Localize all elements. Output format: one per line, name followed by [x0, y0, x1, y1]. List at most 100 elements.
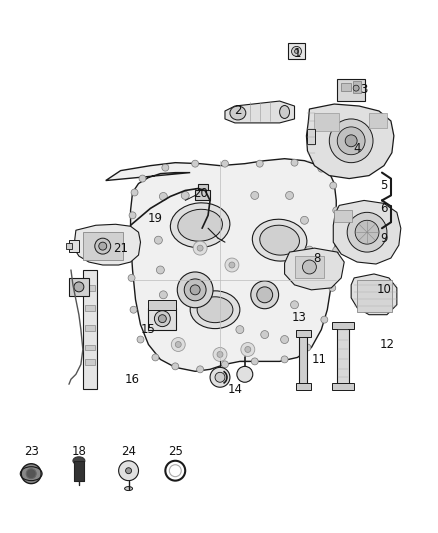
Circle shape — [281, 336, 289, 343]
Circle shape — [321, 316, 328, 323]
Bar — [296, 329, 311, 336]
Polygon shape — [333, 200, 401, 264]
Circle shape — [213, 348, 227, 361]
Circle shape — [355, 220, 379, 244]
Circle shape — [215, 373, 225, 382]
Circle shape — [330, 182, 337, 189]
Text: 15: 15 — [141, 323, 156, 336]
Circle shape — [197, 245, 203, 251]
Circle shape — [251, 281, 279, 309]
Circle shape — [304, 344, 311, 351]
Circle shape — [190, 285, 200, 295]
Text: 10: 10 — [377, 284, 392, 296]
Text: 9: 9 — [380, 232, 388, 245]
Text: 21: 21 — [113, 241, 128, 255]
Text: 3: 3 — [360, 83, 368, 95]
Circle shape — [159, 192, 167, 200]
Bar — [296, 383, 311, 390]
Ellipse shape — [190, 291, 240, 329]
Circle shape — [251, 358, 258, 365]
Circle shape — [257, 287, 273, 303]
Circle shape — [222, 361, 229, 368]
Polygon shape — [351, 274, 397, 314]
Bar — [332, 383, 354, 390]
Circle shape — [237, 366, 253, 382]
Ellipse shape — [260, 225, 300, 255]
Circle shape — [292, 46, 301, 56]
Circle shape — [155, 311, 170, 327]
Circle shape — [329, 285, 336, 292]
Circle shape — [303, 260, 316, 274]
Circle shape — [345, 135, 357, 147]
Circle shape — [139, 175, 146, 182]
Circle shape — [159, 291, 167, 299]
Polygon shape — [74, 224, 141, 265]
Bar — [85, 359, 95, 365]
Circle shape — [131, 189, 138, 196]
Ellipse shape — [252, 219, 307, 261]
Circle shape — [193, 241, 207, 255]
Circle shape — [181, 191, 189, 199]
Circle shape — [245, 346, 251, 352]
Circle shape — [74, 282, 84, 292]
Bar — [74, 461, 84, 481]
Circle shape — [128, 241, 135, 248]
Circle shape — [281, 356, 288, 363]
Circle shape — [333, 207, 340, 214]
Circle shape — [229, 262, 235, 268]
Circle shape — [26, 469, 36, 479]
Circle shape — [137, 336, 144, 343]
Text: 24: 24 — [121, 445, 136, 458]
Bar — [85, 285, 95, 291]
Circle shape — [286, 191, 293, 199]
Text: 16: 16 — [125, 373, 140, 386]
Circle shape — [261, 330, 268, 338]
Circle shape — [197, 366, 204, 373]
Bar — [195, 190, 210, 200]
Circle shape — [225, 258, 239, 272]
Bar — [307, 129, 315, 144]
Bar — [66, 243, 72, 249]
Circle shape — [99, 242, 107, 250]
Ellipse shape — [124, 487, 133, 490]
Circle shape — [210, 367, 230, 387]
Bar — [198, 183, 208, 191]
Polygon shape — [225, 101, 294, 123]
Bar — [288, 43, 305, 59]
Circle shape — [152, 354, 159, 361]
Text: 19: 19 — [148, 212, 163, 225]
Polygon shape — [106, 159, 336, 372]
Text: 8: 8 — [314, 252, 321, 264]
Ellipse shape — [197, 297, 233, 322]
Circle shape — [251, 191, 259, 199]
Bar — [337, 79, 365, 101]
Bar — [69, 240, 79, 252]
Circle shape — [217, 351, 223, 358]
Bar — [314, 113, 339, 131]
Circle shape — [300, 276, 308, 284]
Circle shape — [192, 160, 198, 167]
Bar — [357, 280, 392, 312]
Text: 14: 14 — [227, 383, 242, 395]
Circle shape — [290, 301, 298, 309]
Bar — [369, 113, 387, 128]
Circle shape — [241, 343, 255, 357]
Bar — [83, 270, 97, 389]
Circle shape — [222, 160, 229, 167]
Text: 6: 6 — [380, 202, 388, 215]
Bar — [85, 305, 95, 311]
Bar — [85, 344, 95, 351]
Polygon shape — [307, 104, 394, 179]
Circle shape — [329, 119, 373, 163]
Text: 18: 18 — [71, 445, 86, 458]
Text: 2: 2 — [234, 104, 242, 117]
Text: 4: 4 — [353, 142, 361, 155]
Ellipse shape — [279, 106, 290, 118]
Circle shape — [294, 50, 298, 53]
Bar — [334, 211, 352, 222]
Circle shape — [119, 461, 138, 481]
Bar — [341, 83, 351, 91]
Circle shape — [126, 468, 131, 474]
Bar — [69, 278, 89, 296]
Text: 25: 25 — [168, 445, 183, 458]
